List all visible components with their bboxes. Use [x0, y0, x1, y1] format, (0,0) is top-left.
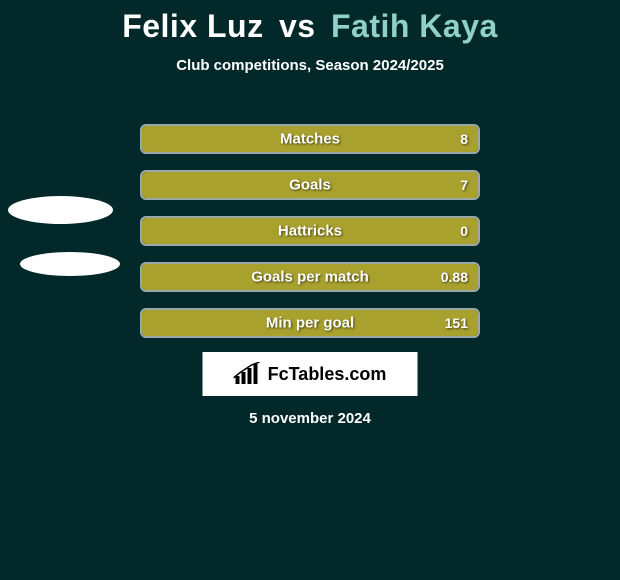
- stat-bar-row: Hattricks 0: [140, 216, 480, 246]
- page-title: Felix Luz vs Fatih Kaya: [0, 0, 620, 45]
- stat-bar-value: 0: [460, 223, 468, 239]
- stat-bar-label: Goals: [142, 177, 478, 194]
- title-player1: Felix Luz: [122, 8, 263, 44]
- title-player2: Fatih Kaya: [331, 8, 498, 44]
- stat-bar-label: Hattricks: [142, 223, 478, 240]
- stat-bar-label: Matches: [142, 131, 478, 148]
- stat-bar-row: Goals per match 0.88: [140, 262, 480, 292]
- footer-date: 5 november 2024: [0, 410, 620, 427]
- left-ellipse-1: [8, 196, 113, 224]
- stat-bar-value: 8: [460, 131, 468, 147]
- stat-bar-value: 7: [460, 177, 468, 193]
- stat-bar-row: Matches 8: [140, 124, 480, 154]
- title-vs: vs: [279, 8, 316, 44]
- brand-text: FcTables.com: [268, 364, 387, 385]
- stat-bar-label: Min per goal: [142, 315, 478, 332]
- stat-bar-row: Min per goal 151: [140, 308, 480, 338]
- stat-bar-value: 0.88: [441, 269, 468, 285]
- footer-logo: FcTables.com: [203, 352, 418, 396]
- stat-bar-label: Goals per match: [142, 269, 478, 286]
- stat-bar-value: 151: [445, 315, 468, 331]
- bar-chart-icon: [234, 362, 262, 386]
- left-ellipse-2: [20, 252, 120, 276]
- stat-bar-row: Goals 7: [140, 170, 480, 200]
- subtitle: Club competitions, Season 2024/2025: [0, 57, 620, 74]
- stat-bars: Matches 8 Goals 7 Hattricks 0 Goals per …: [140, 124, 480, 354]
